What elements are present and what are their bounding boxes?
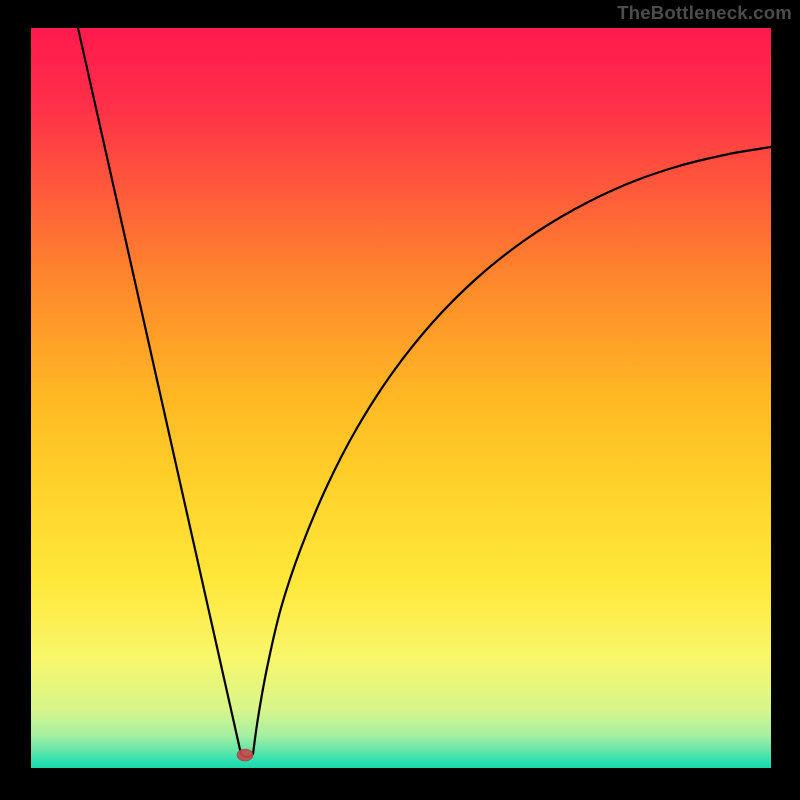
plot-area: [31, 28, 771, 768]
chart-frame: TheBottleneck.com: [0, 0, 800, 800]
minimum-marker: [237, 749, 253, 761]
plot-svg: [31, 28, 771, 768]
watermark-text: TheBottleneck.com: [617, 2, 792, 24]
gradient-background: [31, 28, 771, 768]
